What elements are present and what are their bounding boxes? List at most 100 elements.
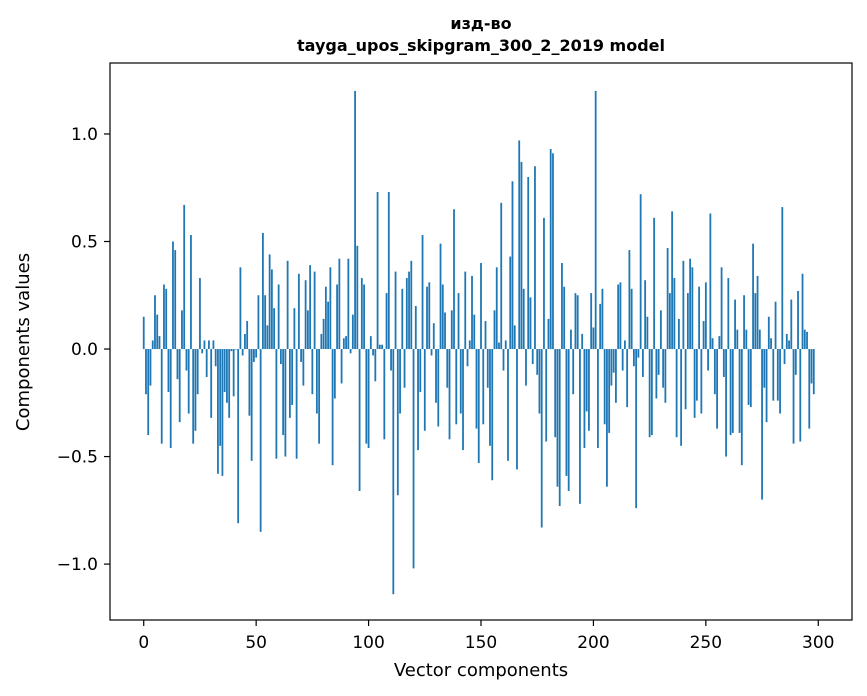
bar bbox=[426, 286, 428, 350]
bar bbox=[295, 349, 298, 459]
bar bbox=[534, 166, 536, 350]
x-tick-label: 100 bbox=[352, 633, 384, 653]
bar bbox=[493, 310, 496, 350]
bar bbox=[435, 349, 437, 403]
bar bbox=[617, 284, 620, 350]
x-tick-label: 0 bbox=[138, 633, 149, 653]
bar bbox=[282, 349, 285, 436]
bar bbox=[331, 349, 334, 466]
bar bbox=[792, 349, 795, 444]
bar bbox=[410, 260, 413, 350]
bar bbox=[498, 342, 500, 350]
bar bbox=[731, 349, 734, 433]
bar bbox=[232, 349, 235, 397]
bar bbox=[248, 349, 251, 416]
bar bbox=[799, 349, 802, 442]
bar bbox=[480, 263, 482, 350]
bar bbox=[594, 90, 597, 350]
bar bbox=[666, 247, 669, 350]
bar bbox=[511, 181, 514, 350]
bar bbox=[163, 284, 165, 350]
bar bbox=[549, 149, 552, 350]
bar bbox=[385, 293, 388, 350]
bar bbox=[156, 314, 159, 350]
bar bbox=[572, 349, 575, 395]
bar bbox=[147, 349, 150, 436]
bar bbox=[311, 349, 314, 395]
bar bbox=[689, 258, 692, 350]
bar bbox=[176, 349, 179, 380]
bar bbox=[181, 310, 183, 350]
bar bbox=[174, 250, 177, 350]
bar bbox=[650, 349, 653, 436]
bar bbox=[484, 321, 487, 350]
bar bbox=[601, 288, 604, 350]
bar bbox=[347, 258, 350, 350]
bar bbox=[417, 349, 419, 451]
bar bbox=[217, 349, 219, 474]
x-tick-label: 250 bbox=[690, 633, 722, 653]
x-tick-label: 50 bbox=[245, 633, 267, 653]
bar bbox=[763, 349, 766, 388]
bar bbox=[675, 349, 678, 438]
y-tick-label: 0.5 bbox=[71, 232, 98, 252]
bar bbox=[606, 349, 608, 487]
bar bbox=[356, 245, 359, 350]
bar bbox=[664, 349, 667, 403]
bar bbox=[682, 260, 685, 350]
bar bbox=[684, 349, 687, 410]
bar bbox=[230, 349, 233, 352]
bar bbox=[374, 349, 377, 382]
bar bbox=[531, 349, 534, 365]
bar bbox=[401, 288, 404, 350]
bar bbox=[354, 90, 356, 350]
bar bbox=[383, 349, 386, 440]
bar bbox=[603, 349, 606, 425]
bar bbox=[520, 161, 523, 350]
bar bbox=[338, 258, 341, 350]
bar bbox=[608, 349, 611, 433]
bar bbox=[570, 329, 572, 350]
bar bbox=[302, 349, 305, 386]
bar bbox=[190, 235, 192, 350]
bar bbox=[172, 241, 174, 350]
bar bbox=[655, 349, 658, 399]
bar bbox=[286, 260, 289, 350]
bar bbox=[646, 316, 649, 350]
bar bbox=[486, 349, 489, 388]
bar bbox=[363, 284, 365, 350]
bar bbox=[212, 340, 215, 350]
bar bbox=[794, 349, 797, 375]
bar bbox=[754, 293, 757, 350]
bar bbox=[300, 349, 303, 362]
bar bbox=[262, 232, 264, 350]
bar bbox=[747, 349, 750, 405]
bar bbox=[178, 349, 181, 423]
bar bbox=[563, 286, 566, 350]
bar bbox=[228, 349, 231, 418]
bar bbox=[149, 349, 152, 386]
bar bbox=[239, 267, 242, 350]
bar bbox=[752, 243, 754, 350]
bar bbox=[376, 192, 379, 350]
bar bbox=[358, 349, 361, 491]
bar bbox=[783, 349, 786, 365]
bar bbox=[318, 349, 321, 444]
bar bbox=[704, 282, 707, 350]
bar bbox=[471, 275, 473, 350]
bar bbox=[309, 265, 312, 350]
bar bbox=[659, 310, 662, 350]
y-tick-label: 0.0 bbox=[71, 340, 98, 360]
bar bbox=[711, 338, 714, 350]
bar bbox=[677, 318, 680, 350]
bar bbox=[558, 349, 561, 507]
bar bbox=[806, 331, 808, 350]
bar bbox=[707, 349, 709, 371]
bar bbox=[808, 349, 811, 429]
bar bbox=[428, 282, 431, 350]
bar bbox=[720, 267, 723, 350]
bar bbox=[772, 349, 775, 401]
bar bbox=[785, 333, 788, 350]
bar bbox=[223, 349, 226, 393]
bar bbox=[437, 349, 440, 427]
